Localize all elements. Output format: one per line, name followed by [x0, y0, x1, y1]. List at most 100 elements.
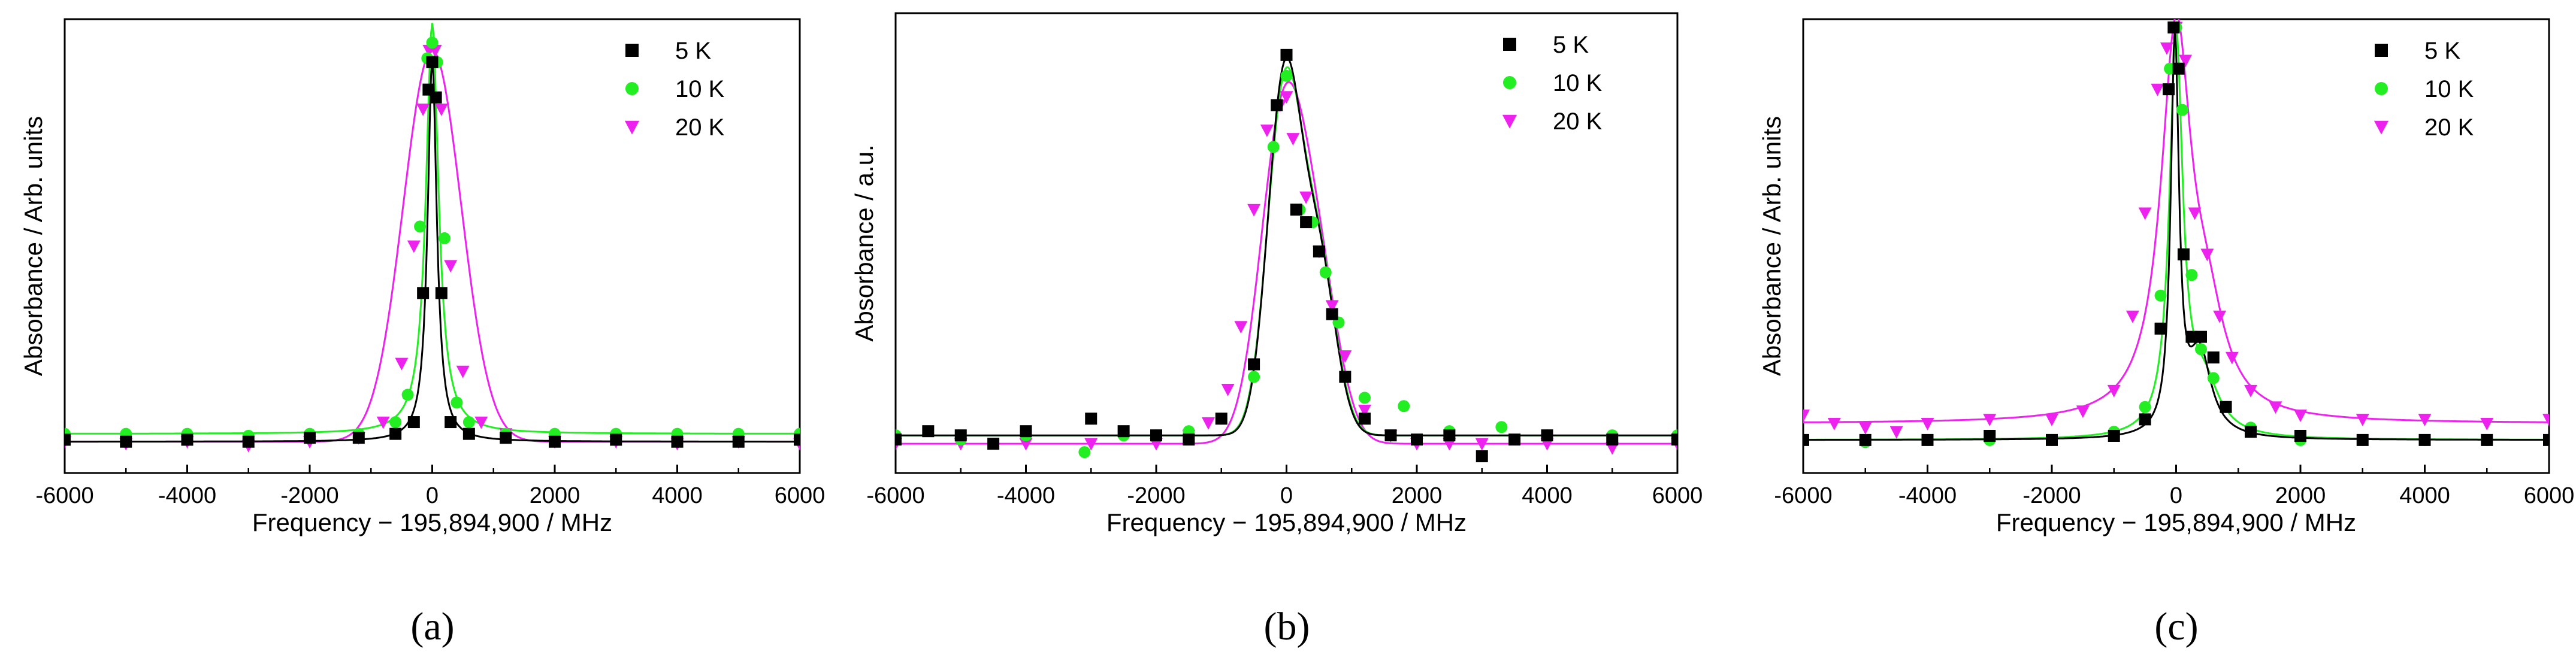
x-tick-label: -2000 [2022, 483, 2081, 508]
data-point-5k [2418, 433, 2431, 446]
x-axis-label: Frequency − 195,894,900 / MHz [252, 508, 612, 536]
data-point-10k [1078, 446, 1091, 459]
data-point-20k [474, 416, 488, 429]
data-point-20k [2045, 414, 2058, 426]
data-point-10k [2195, 343, 2207, 356]
data-point-10k [389, 416, 402, 429]
data-point-5k [794, 433, 800, 446]
data-point-20k [1803, 410, 1810, 423]
data-point-5k [1921, 433, 1934, 446]
data-point-10k [2207, 372, 2220, 384]
data-point-5k [732, 435, 745, 448]
data-point-20k [2269, 401, 2282, 414]
plot-area [65, 23, 800, 453]
legend-label-10k: 10 K [2424, 76, 2474, 102]
data-point-5k [1384, 429, 1397, 442]
legend-label-20k: 20 K [1553, 108, 1603, 135]
data-point-5k [922, 425, 935, 438]
data-point-20k [1280, 91, 1293, 104]
data-point-10k [426, 37, 439, 49]
data-point-5k [1183, 433, 1195, 446]
data-point-20k [1475, 438, 1489, 451]
y-axis-label: Absorbance / Arb. units [19, 116, 47, 376]
data-point-20k [2125, 310, 2139, 323]
legend-marker-10k [625, 82, 639, 95]
plot-area [896, 48, 1677, 463]
data-point-5k [2185, 330, 2198, 343]
data-point-20k [2418, 414, 2432, 426]
data-point-10k [414, 220, 427, 233]
data-point-5k [610, 433, 622, 446]
data-point-20k [1921, 417, 1934, 430]
data-point-20k [1858, 422, 1872, 435]
data-point-5k [389, 427, 402, 440]
data-point-5k [2139, 413, 2151, 426]
data-point-5k [1359, 413, 1371, 425]
legend-label-5k: 5 K [1553, 32, 1589, 58]
legend-label-10k: 10 K [1553, 70, 1603, 96]
data-point-10k [2139, 401, 2151, 413]
legend-label-20k: 20 K [2424, 114, 2474, 141]
x-tick-label: 2000 [530, 483, 580, 508]
data-point-20k [376, 416, 390, 429]
data-point-5k [1606, 433, 1619, 446]
data-point-20k [2294, 410, 2307, 423]
data-point-20k [2107, 384, 2121, 398]
data-point-5k [1326, 308, 1338, 320]
legend-marker-5k [625, 44, 639, 57]
data-point-10k [1359, 392, 1371, 404]
legend: 5 K 10 K 20 K [1502, 32, 1603, 135]
data-point-5k [2481, 433, 2493, 446]
legend-marker-5k [1503, 38, 1516, 51]
x-tick-label: -2000 [280, 483, 338, 508]
data-point-5k [1271, 99, 1283, 111]
data-point-5k [435, 287, 448, 299]
data-point-20k [1221, 384, 1235, 396]
data-point-20k [2356, 414, 2369, 426]
legend-marker-20k [2374, 120, 2389, 135]
data-point-20k [1286, 133, 1300, 146]
x-tick-label: 6000 [2524, 483, 2575, 508]
legend: 5 K 10 K 20 K [2374, 38, 2474, 141]
data-point-5k [896, 433, 902, 446]
legend-label-5k: 5 K [675, 38, 711, 64]
data-point-10k [2154, 289, 2167, 302]
data-point-20k [1202, 417, 1215, 430]
y-axis-label: Absorbance / Arb. units [1758, 116, 1786, 376]
data-point-5k [1508, 433, 1521, 446]
data-point-5k [120, 435, 132, 448]
data-point-10k [2176, 104, 2188, 116]
x-tick-label: -4000 [158, 483, 216, 508]
data-point-5k [242, 435, 255, 448]
data-point-5k [1085, 413, 1097, 425]
data-point-20k [395, 357, 409, 371]
data-point-20k [1325, 300, 1339, 313]
data-point-20k [2244, 384, 2257, 398]
data-point-10k [1267, 141, 1280, 153]
data-point-5k [1117, 425, 1130, 438]
panel-label: (b) [1264, 605, 1310, 648]
data-point-10k [438, 232, 451, 244]
x-tick-label: -6000 [35, 483, 93, 508]
x-tick-label: 2000 [2275, 483, 2326, 508]
legend: 5 K 10 K 20 K [624, 38, 725, 141]
data-point-20k [1084, 438, 1098, 451]
data-point-20k [2542, 414, 2549, 426]
data-point-5k [1300, 216, 1313, 229]
data-point-5k [500, 432, 512, 444]
data-point-10k [1495, 421, 1508, 433]
fit-line-20k [65, 49, 800, 443]
panel-label: (c) [2154, 605, 2198, 648]
x-tick-label: 4000 [652, 483, 703, 508]
fit-line-20k [896, 81, 1677, 445]
x-tick-label: -4000 [997, 483, 1055, 508]
data-point-5k [1339, 371, 1352, 383]
chart-panel-2: -6000 -4000 -2000 0 2000 4000 6000 Frequency − … [850, 12, 1703, 648]
data-point-20k [1299, 191, 1313, 204]
data-point-5k [2177, 248, 2190, 260]
data-point-5k [1020, 425, 1032, 438]
data-point-20k [434, 103, 448, 116]
chart-panel-3: -6000 -4000 -2000 0 2000 4000 6000 Frequency − … [1758, 18, 2575, 648]
data-point-5k [1984, 429, 1996, 442]
